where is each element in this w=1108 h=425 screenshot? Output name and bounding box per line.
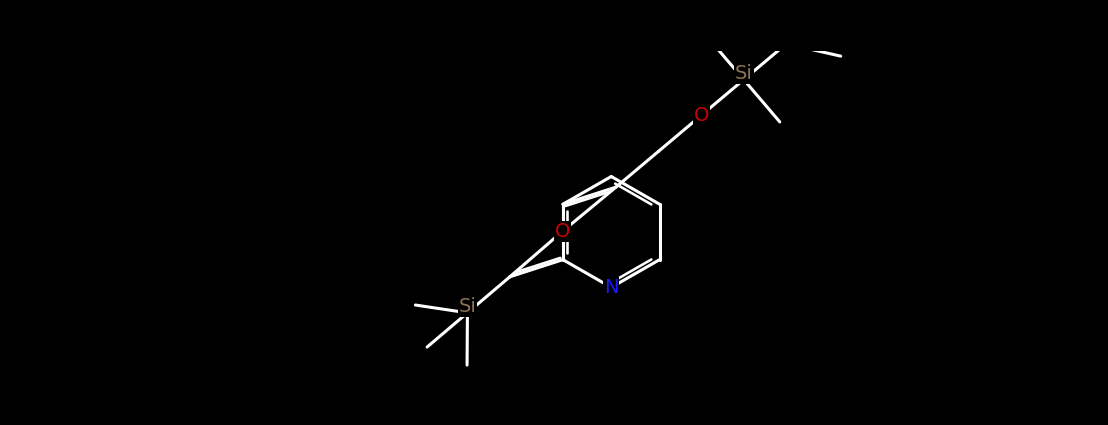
Text: O: O xyxy=(694,106,709,125)
Text: O: O xyxy=(555,222,571,241)
Text: N: N xyxy=(604,278,618,297)
Text: Si: Si xyxy=(735,64,752,83)
Text: Si: Si xyxy=(459,297,476,316)
